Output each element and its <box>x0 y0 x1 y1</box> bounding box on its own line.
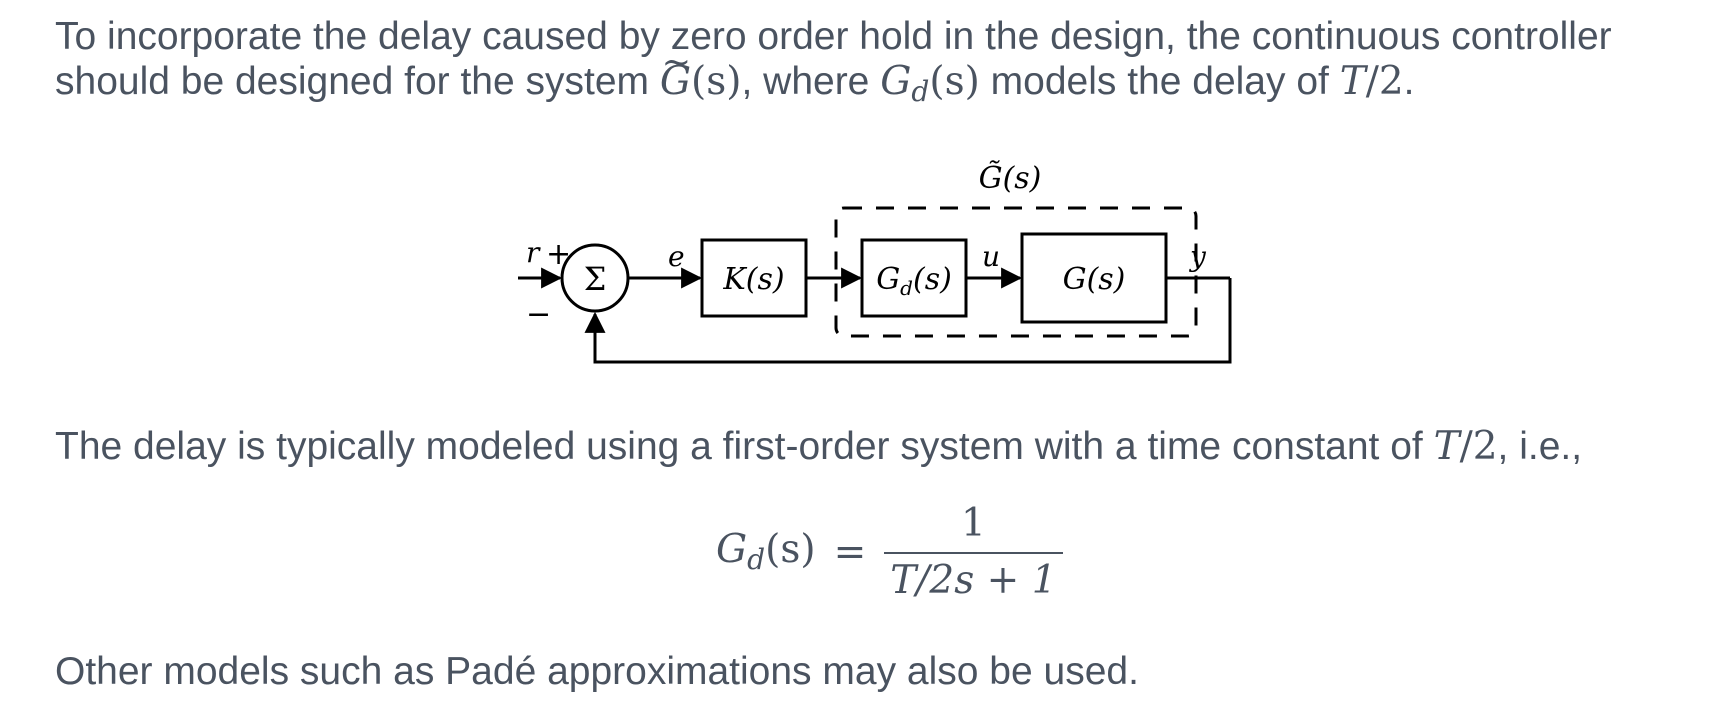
intro-paragraph-line1: To incorporate the delay caused by zero … <box>55 15 1612 58</box>
e-label: e <box>668 240 685 273</box>
fraction: 1 T/2s + 1 <box>884 501 1063 603</box>
math-t-over-2: T/2 <box>1340 59 1404 104</box>
equation-lhs-sub: d <box>747 543 766 577</box>
math-s-paren: (s) <box>691 59 742 104</box>
fraction-denominator: T/2s + 1 <box>884 552 1063 603</box>
math-g-tilde-s: ~ G(s) <box>659 42 742 104</box>
delay-model-suffix: , i.e., <box>1497 425 1583 468</box>
dashed-group-box <box>834 206 1198 338</box>
controller-block <box>700 238 808 318</box>
intro-line2-end: . <box>1403 60 1415 103</box>
equation-lhs-main: G <box>716 527 748 573</box>
delay-label-tail: (s) <box>913 262 952 297</box>
fraction-numerator: 1 <box>961 501 986 546</box>
y-label: y <box>1188 240 1207 273</box>
delay-block <box>860 238 968 318</box>
u-label: u <box>982 240 1000 273</box>
block-diagram: G̃(s) r + − Σ e K(s) Gd(s) u G(s) y <box>518 161 1232 364</box>
math-gd-sub: d <box>911 75 930 109</box>
equation-lhs-tail: (s) <box>765 527 816 573</box>
intro-paragraph-line2: should be designed for the system ~ G(s),… <box>55 42 1415 117</box>
intro-line2-suffix: models the delay of <box>979 60 1340 103</box>
math-t-b: T <box>1433 424 1460 469</box>
delay-label: Gd(s) <box>876 262 952 300</box>
delay-label-main: G <box>876 262 900 297</box>
controller-label: K(s) <box>722 262 784 297</box>
math-t-over-2-b: T/2 <box>1434 424 1498 469</box>
delay-model-prefix: The delay is typically modeled using a f… <box>55 425 1434 468</box>
delay-model-paragraph: The delay is typically modeled using a f… <box>55 422 1582 472</box>
minus-sign: − <box>526 297 551 332</box>
diagram-top-label: G̃(s) <box>979 161 1042 196</box>
intro-line2-mid: , where <box>741 60 881 103</box>
plant-label: G(s) <box>1063 262 1126 297</box>
intro-line2-prefix: should be designed for the system <box>55 60 660 103</box>
math-g: G <box>659 59 692 104</box>
sum-symbol: Σ <box>584 260 607 298</box>
equation-lhs: Gd(s) <box>716 527 816 576</box>
feedback-path <box>584 278 1232 364</box>
math-gd-g: G <box>880 59 912 104</box>
transfer-function-equation: Gd(s) = 1 T/2s + 1 <box>716 496 1063 608</box>
math-gd-s: Gd(s) <box>880 59 980 108</box>
math-gd-s-paren: (s) <box>929 59 980 104</box>
math-slash2-b: /2 <box>1459 424 1498 469</box>
plant-block <box>1020 232 1168 324</box>
delay-label-sub: d <box>900 276 913 300</box>
r-label: r <box>526 236 541 269</box>
math-slash2: /2 <box>1365 59 1404 104</box>
equals-sign: = <box>833 529 867 575</box>
math-t: T <box>1339 59 1366 104</box>
closing-paragraph: Other models such as Padé approximations… <box>55 650 1139 693</box>
tilde-accent: ~ <box>661 41 692 83</box>
